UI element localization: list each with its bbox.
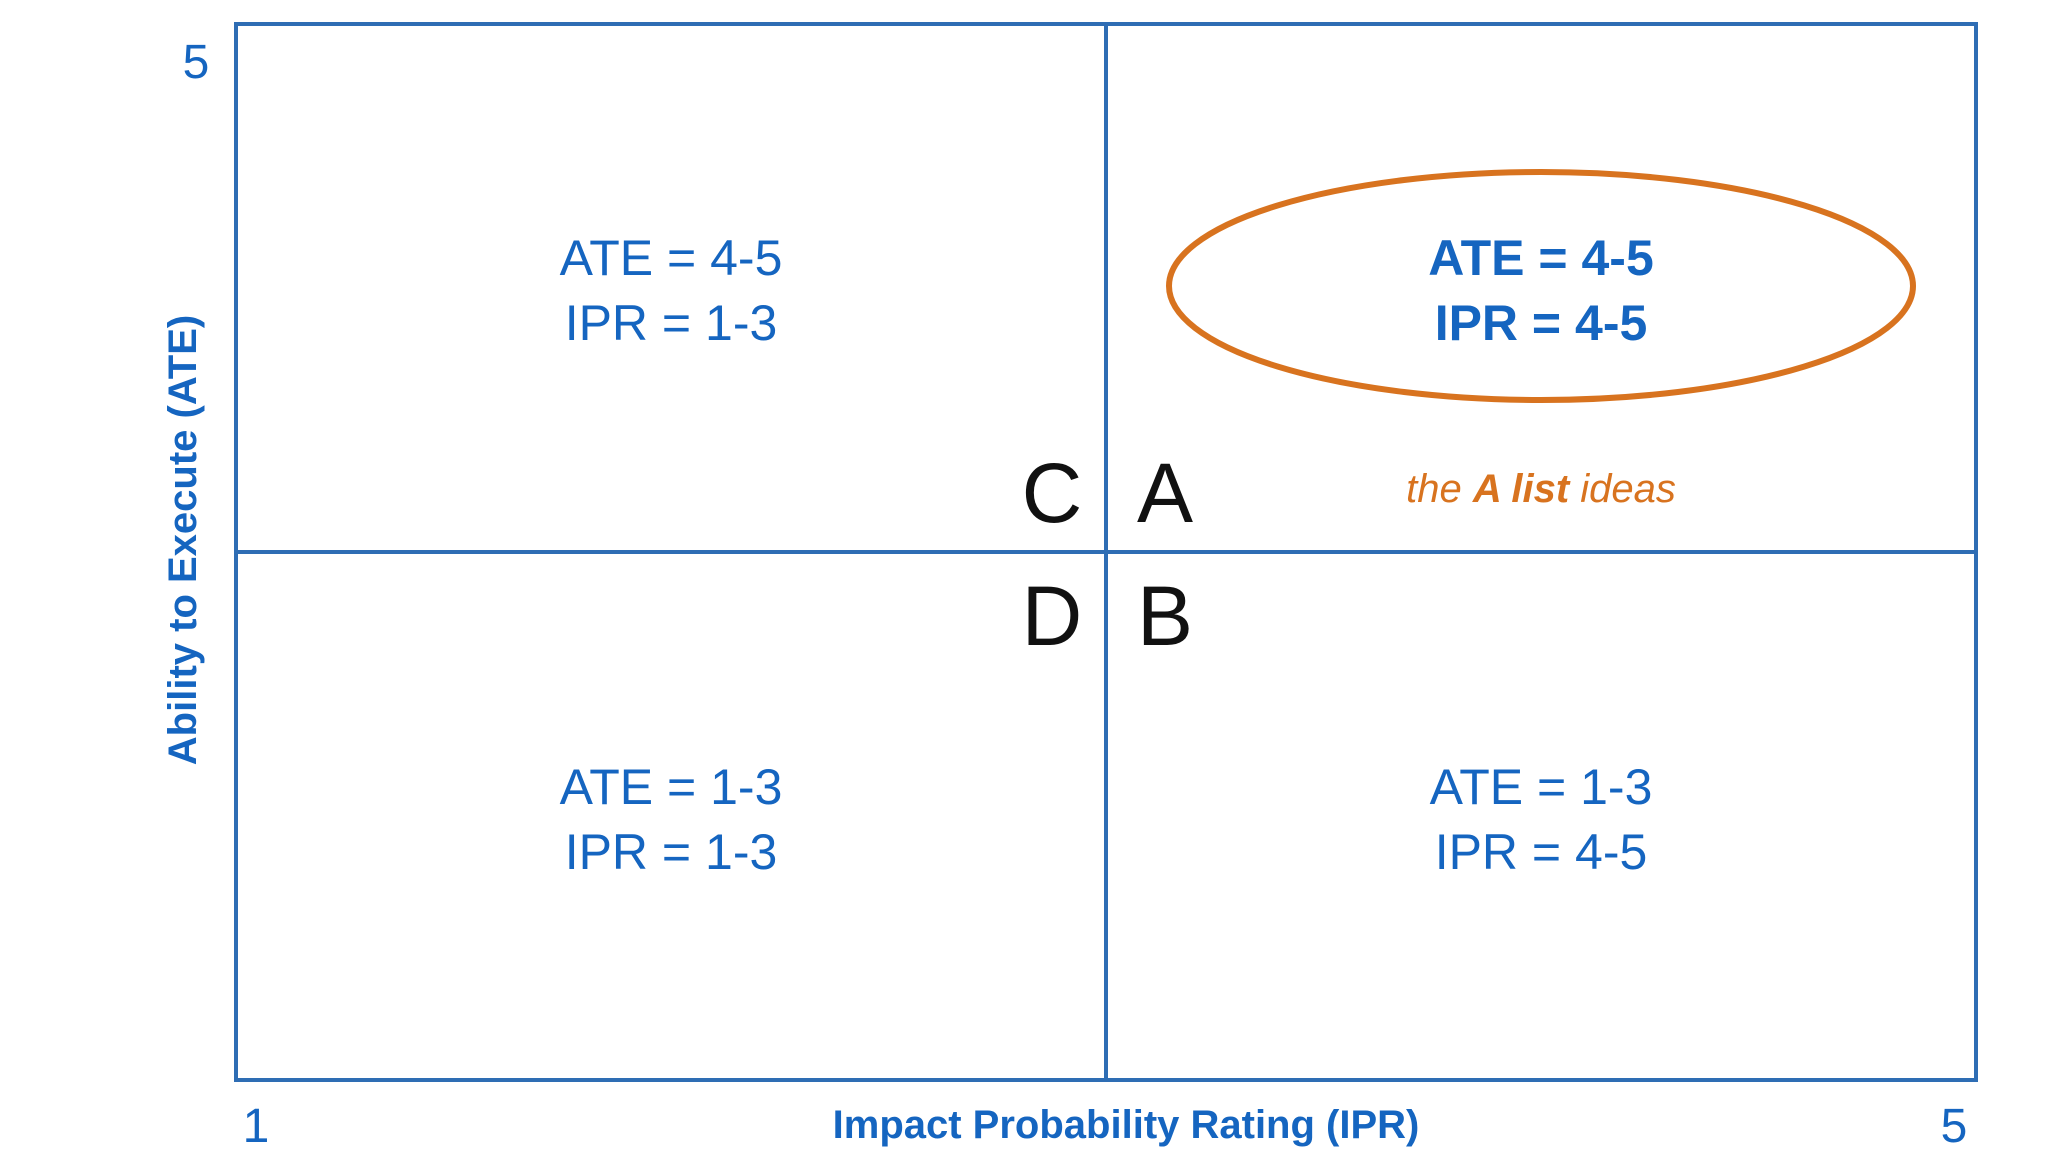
quadrant-top-left-ipr: IPR = 1-3 (565, 295, 778, 351)
quadrant-letter-c: C (1022, 446, 1083, 540)
quadrant-bottom-left-ate: ATE = 1-3 (560, 759, 783, 815)
a-list-note: the A list ideas (1406, 467, 1676, 511)
quadrant-letter-d: D (1022, 569, 1083, 663)
a-list-note-emphasis: A list (1472, 467, 1571, 511)
quadrant-top-right-ipr: IPR = 4-5 (1435, 295, 1648, 351)
x-axis-min-tick: 1 (243, 1100, 270, 1152)
a-list-note-suffix: ideas (1569, 467, 1676, 511)
x-axis-label: Impact Probability Rating (IPR) (833, 1103, 1420, 1147)
quadrant-bottom-left-ipr: IPR = 1-3 (565, 824, 778, 880)
quadrant-top-right-ate: ATE = 4-5 (1428, 230, 1654, 286)
quadrant-letter-a: A (1137, 446, 1193, 540)
y-axis-label: Ability to Execute (ATE) (161, 315, 205, 765)
quadrant-top-left-ate: ATE = 4-5 (560, 230, 783, 286)
a-list-highlight-ellipse (1166, 169, 1916, 403)
quadrant-letter-b: B (1137, 569, 1193, 663)
quadrant-bottom-right-ate: ATE = 1-3 (1430, 759, 1653, 815)
quadrant-bottom-right-ipr: IPR = 4-5 (1435, 824, 1648, 880)
y-axis-max-tick: 5 (183, 36, 210, 89)
a-list-note-prefix: the (1406, 467, 1473, 511)
x-axis-max-tick: 5 (1941, 1100, 1968, 1152)
